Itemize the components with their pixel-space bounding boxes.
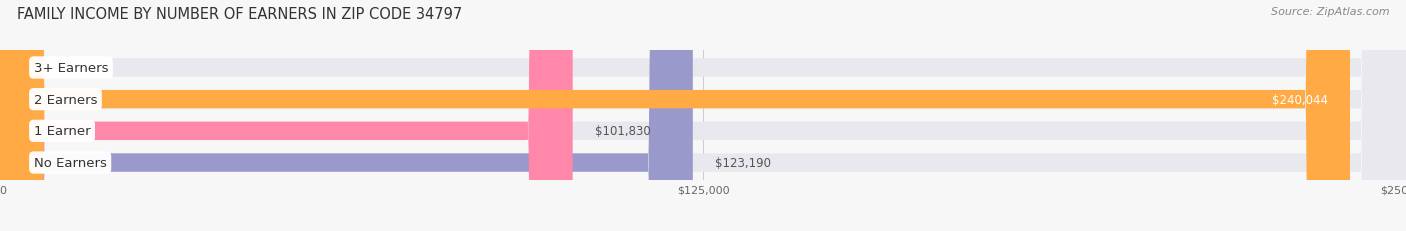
Text: 3+ Earners: 3+ Earners: [34, 62, 108, 75]
Text: No Earners: No Earners: [34, 156, 107, 169]
FancyBboxPatch shape: [0, 0, 693, 231]
Text: $123,190: $123,190: [716, 156, 772, 169]
Text: $101,830: $101,830: [595, 125, 651, 138]
Text: 2 Earners: 2 Earners: [34, 93, 97, 106]
Text: $240,044: $240,044: [1271, 93, 1327, 106]
FancyBboxPatch shape: [0, 0, 572, 231]
Text: $0: $0: [34, 62, 49, 75]
FancyBboxPatch shape: [0, 0, 1350, 231]
Text: 1 Earner: 1 Earner: [34, 125, 90, 138]
Text: FAMILY INCOME BY NUMBER OF EARNERS IN ZIP CODE 34797: FAMILY INCOME BY NUMBER OF EARNERS IN ZI…: [17, 7, 463, 22]
Text: Source: ZipAtlas.com: Source: ZipAtlas.com: [1271, 7, 1389, 17]
